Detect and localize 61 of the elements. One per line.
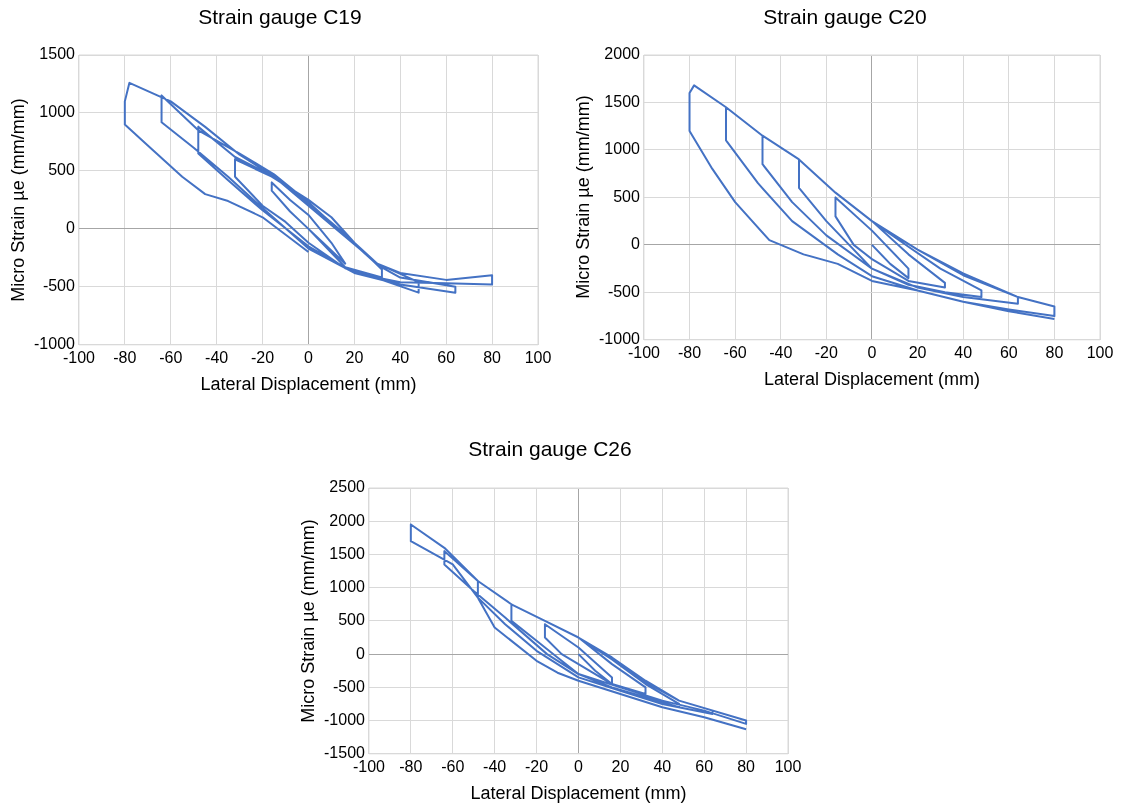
x-tick-label: -40	[483, 757, 507, 775]
y-tick-label: 0	[66, 219, 76, 237]
x-tick-label: -100	[62, 348, 96, 366]
y-axis-title: Micro Strain µe (mm/mm)	[572, 95, 594, 300]
y-tick-label: 1000	[39, 103, 76, 121]
x-tick-label: 0	[574, 757, 584, 775]
x-tick-label: -60	[723, 343, 747, 361]
x-tick-label: 100	[774, 757, 802, 775]
x-tick-label: -20	[250, 348, 275, 366]
y-tick-label: -500	[607, 282, 641, 300]
x-tick-label: 80	[1045, 343, 1064, 361]
y-tick-label: 0	[631, 235, 641, 253]
chart-title: Strain gauge C26	[467, 437, 633, 461]
chart-title: Strain gauge C20	[762, 5, 928, 29]
y-tick-label: 1000	[604, 140, 641, 158]
x-tick-label: -60	[159, 348, 183, 366]
x-tick-label: -20	[814, 343, 839, 361]
x-tick-label: 80	[737, 757, 756, 775]
y-tick-label: 1500	[604, 92, 641, 110]
x-tick-label: -100	[352, 757, 386, 775]
x-tick-label: -20	[524, 757, 549, 775]
y-axis-title: Micro Strain µe (mm/mm)	[297, 519, 319, 723]
y-tick-label: -1000	[324, 710, 366, 728]
y-tick-label: 500	[48, 161, 76, 179]
x-tick-label: 100	[524, 348, 552, 366]
x-tick-label: -80	[677, 343, 702, 361]
y-tick-label: 0	[356, 644, 366, 662]
x-tick-label: -100	[627, 343, 661, 361]
x-tick-label: 60	[437, 348, 456, 366]
x-tick-label: 20	[908, 343, 927, 361]
y-tick-label: 500	[613, 187, 641, 205]
y-tick-label: 2000	[329, 511, 366, 529]
y-tick-label: 2500	[329, 478, 366, 496]
x-axis-title: Lateral Displacement (mm)	[199, 374, 418, 395]
x-tick-label: -80	[399, 757, 423, 775]
x-tick-label: 100	[1086, 343, 1114, 361]
x-tick-label: 80	[483, 348, 502, 366]
x-axis-title: Lateral Displacement (mm)	[469, 783, 688, 804]
x-tick-label: 40	[653, 757, 672, 775]
y-axis-title: Micro Strain µe (mm/mm)	[7, 98, 29, 302]
x-tick-label: 40	[954, 343, 973, 361]
x-tick-label: 0	[867, 343, 877, 361]
y-tick-label: -500	[332, 677, 366, 695]
x-tick-label: 60	[695, 757, 714, 775]
x-tick-label: -60	[441, 757, 465, 775]
y-tick-label: 2000	[604, 45, 641, 63]
y-tick-label: 1000	[329, 578, 366, 596]
x-axis-title: Lateral Displacement (mm)	[762, 369, 981, 390]
x-tick-label: 60	[999, 343, 1018, 361]
x-tick-label: 20	[611, 757, 630, 775]
x-tick-label: -40	[769, 343, 793, 361]
x-tick-label: 40	[391, 348, 410, 366]
x-tick-label: 0	[304, 348, 314, 366]
y-tick-label: 1500	[39, 45, 76, 63]
y-tick-label: 1500	[329, 544, 366, 562]
x-tick-label: 20	[345, 348, 364, 366]
y-tick-label: 500	[338, 611, 366, 629]
chart-title: Strain gauge C19	[197, 5, 363, 29]
y-tick-label: -500	[42, 277, 76, 295]
x-tick-label: -40	[205, 348, 229, 366]
x-tick-label: -80	[113, 348, 137, 366]
